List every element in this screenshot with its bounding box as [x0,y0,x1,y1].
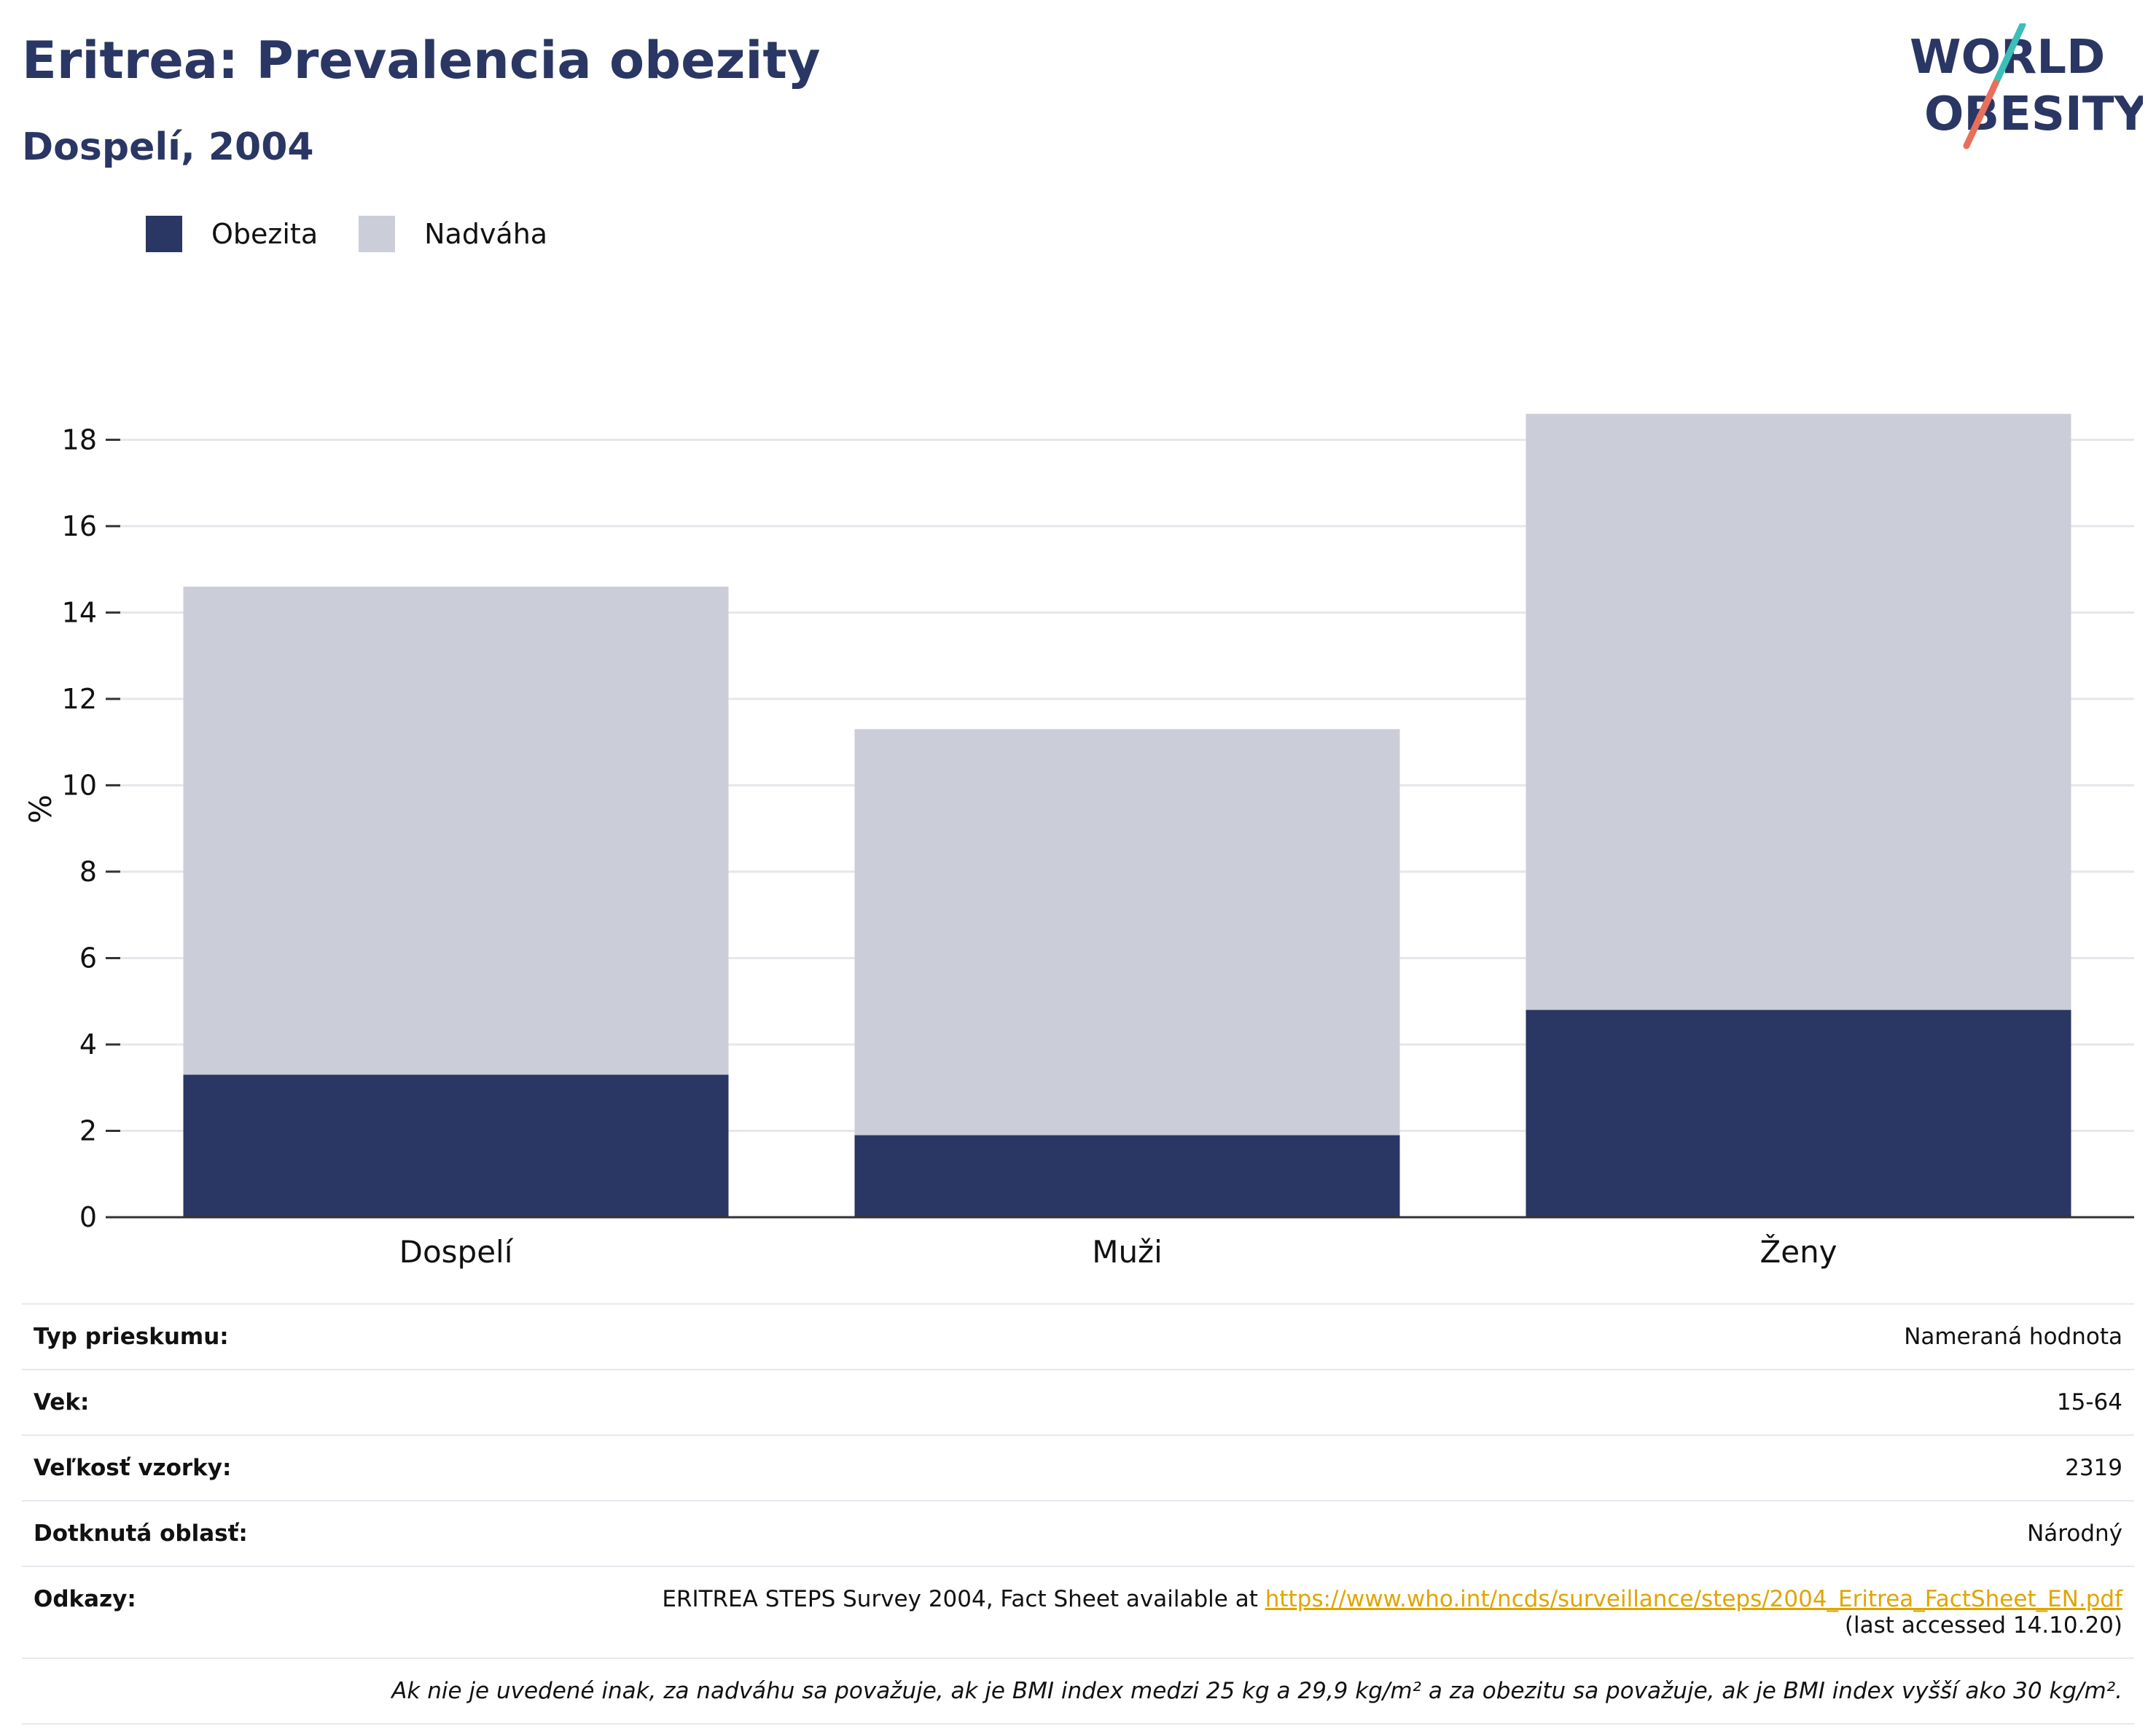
y-tick-label: 4 [79,1028,97,1061]
legend-item-obesity: Obezita [146,216,318,252]
y-axis-label: % [23,794,58,824]
logo-line2: OBESITY [1924,87,2143,141]
reference-link[interactable]: https://www.who.int/ncds/surveillance/st… [1265,1586,2122,1612]
info-label-age: Vek: [34,1389,90,1415]
bmi-definition-note: Ak nie je uvedené inak, za nadváhu sa po… [22,1659,2134,1725]
legend-label-obesity: Obezita [211,218,319,250]
bar-obesity-1 [854,1135,1400,1217]
info-row-references: Odkazy: ERITREA STEPS Survey 2004, Fact … [22,1567,2134,1659]
legend-item-overweight: Nadváha [359,216,547,252]
bar-overweight-1 [854,729,1400,1136]
info-value-references: ERITREA STEPS Survey 2004, Fact Sheet av… [662,1586,2122,1639]
reference-text: ERITREA STEPS Survey 2004, Fact Sheet av… [662,1586,1265,1612]
info-row-age: Vek: 15-64 [22,1370,2134,1436]
bar-obesity-0 [183,1074,729,1217]
chart-subtitle: Dospelí, 2004 [22,125,314,169]
chart-title: Eritrea: Prevalencia obezity [22,31,821,90]
info-value-area: Národný [2027,1520,2122,1547]
legend-swatch-overweight [359,216,396,252]
bar-chart: 0 2 4 6 8 10 12 14 16 18% Dospelí Muži Ženy [23,413,2134,1270]
y-tick-label: 14 [62,596,97,628]
y-tick-label: 8 [79,856,97,888]
info-value-age: 15-64 [2056,1389,2122,1415]
axes: 0 2 4 6 8 10 12 14 16 18% Dospelí Muži Ženy [23,423,2134,1270]
x-tick-label: Dospelí [399,1234,514,1270]
survey-info-table: Typ prieskumu: Nameraná hodnota Vek: 15-… [22,1303,2134,1725]
x-tick-label: Ženy [1759,1233,1837,1270]
bars [183,413,2071,1217]
info-label-survey-type: Typ prieskumu: [34,1324,229,1350]
y-tick-label: 2 [79,1114,97,1147]
y-tick-label: 6 [79,942,97,974]
y-tick-label: 18 [62,423,97,456]
info-label-area: Dotknutá oblasť: [34,1520,248,1547]
logo-slash-coral [1963,79,1999,149]
reference-accessed: (last accessed 14.10.20) [1844,1612,2122,1639]
world-obesity-logo: WORLD OBESITY [1910,23,2143,149]
info-row-survey-type: Typ prieskumu: Nameraná hodnota [22,1305,2134,1370]
y-tick-label: 0 [79,1201,97,1233]
logo-slash-teal [1992,23,2026,87]
bar-overweight-2 [1526,413,2071,1010]
legend-label-overweight: Nadváha [424,218,548,250]
bar-obesity-2 [1526,1009,2071,1217]
info-row-area: Dotknutá oblasť: Národný [22,1501,2134,1567]
chart-legend: Obezita Nadváha [146,216,588,252]
info-value-survey-type: Nameraná hodnota [1904,1324,2122,1350]
x-tick-label: Muži [1092,1234,1163,1270]
bar-overweight-0 [183,586,729,1075]
y-tick-label: 12 [62,683,97,715]
y-tick-label: 16 [62,510,97,542]
y-tick-label: 10 [62,769,97,801]
info-label-sample-size: Veľkosť vzorky: [34,1455,232,1481]
info-row-sample-size: Veľkosť vzorky: 2319 [22,1436,2134,1501]
legend-swatch-obesity [146,216,182,252]
info-label-references: Odkazy: [34,1586,136,1612]
info-value-sample-size: 2319 [2065,1455,2122,1481]
